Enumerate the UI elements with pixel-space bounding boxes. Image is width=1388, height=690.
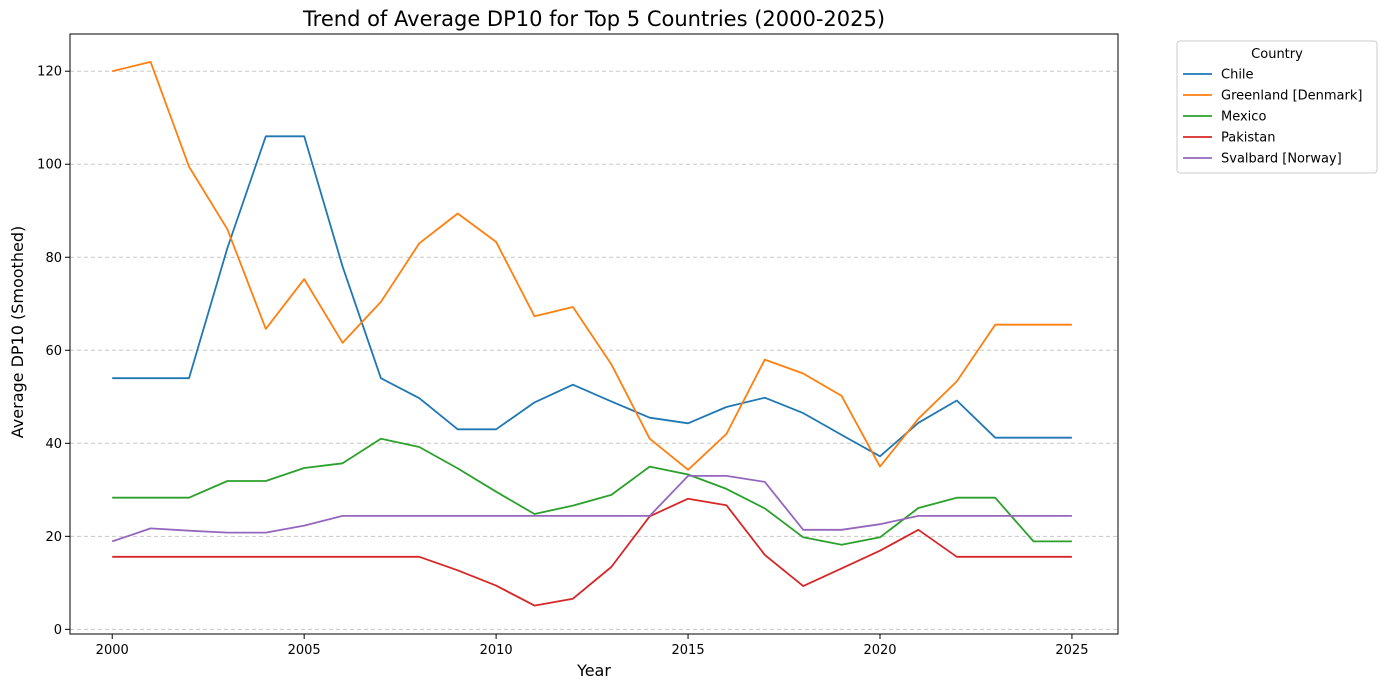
chart-title: Trend of Average DP10 for Top 5 Countrie… [302,7,885,31]
x-axis: 2000 2005 2010 2015 2020 2025 [96,634,1088,658]
y-tick-label: 120 [37,65,62,80]
legend-label-svalbard-norway: Svalbard [Norway] [1221,152,1342,167]
x-tick-label: 2010 [480,643,513,658]
series-lines [111,61,1072,607]
legend-box [1176,40,1378,174]
x-tick-label: 2015 [672,643,705,658]
x-tick-label: 2025 [1055,643,1088,658]
y-tick-label: 100 [37,158,62,173]
series-line-pakistan [112,497,1072,607]
y-axis-label: Average DP10 (Smoothed) [8,226,27,438]
legend-label-greenland-denmark: Greenland [Denmark] [1221,89,1362,104]
y-tick-label: 20 [45,530,62,545]
plot-frame [69,33,1119,635]
series-line-chile [112,135,1072,458]
series-line-mexico [112,437,1072,546]
legend-title: Country [1251,47,1303,62]
legend-label-chile: Chile [1221,68,1254,83]
y-tick-label: 80 [45,251,62,266]
y-tick-label: 60 [45,344,62,359]
x-tick-label: 2020 [863,643,896,658]
legend-label-mexico: Mexico [1221,110,1266,125]
legend: Country Chile Greenland [Denmark] Mexico Pa… [1176,40,1378,174]
x-tick-label: 2005 [288,643,321,658]
y-tick-label: 0 [54,623,62,638]
x-tick-label: 2000 [96,643,129,658]
series-line-svalbard-norway [111,474,1072,543]
gridlines [70,70,1118,630]
series-line-greenland-denmark [111,61,1072,471]
y-tick-label: 40 [45,437,62,452]
y-axis: 0 20 40 60 80 100 120 [37,65,70,638]
legend-label-pakistan: Pakistan [1221,131,1275,146]
x-axis-label: Year [576,661,611,680]
